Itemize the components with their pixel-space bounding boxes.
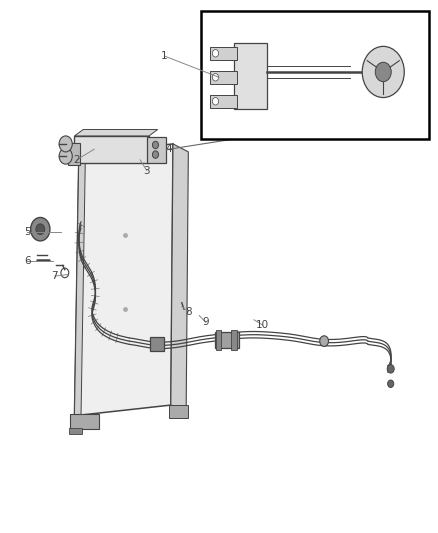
Bar [150,337,164,351]
Circle shape [388,380,394,387]
Circle shape [375,62,391,82]
Bar [69,428,82,434]
Circle shape [152,141,159,149]
Polygon shape [74,130,158,136]
Bar [68,143,80,165]
Circle shape [362,46,404,98]
Bar [169,405,188,418]
Circle shape [59,136,72,152]
Bar [210,47,237,60]
Text: 2: 2 [73,155,80,165]
Bar [201,11,429,139]
Circle shape [59,148,72,164]
Text: 7: 7 [51,271,58,281]
Circle shape [212,74,219,81]
Text: 1: 1 [161,51,168,61]
Bar [74,136,149,163]
Circle shape [320,336,328,346]
Polygon shape [74,155,85,416]
Circle shape [387,365,394,373]
Circle shape [36,224,45,235]
Text: 3: 3 [143,166,150,175]
Bar [215,332,239,348]
Bar [216,330,221,350]
Bar [231,330,237,350]
Text: 10: 10 [256,320,269,330]
Circle shape [212,50,219,57]
Bar [234,43,267,109]
Text: 6: 6 [24,256,31,266]
Text: 8: 8 [185,307,192,317]
Bar [210,71,237,84]
Circle shape [152,151,159,158]
Circle shape [212,98,219,105]
Text: 5: 5 [24,227,31,237]
Polygon shape [171,144,188,410]
Bar [70,414,99,429]
Text: 4: 4 [165,144,172,154]
Polygon shape [74,144,173,416]
Text: 9: 9 [202,318,209,327]
Circle shape [31,217,50,241]
Bar [210,95,237,108]
Bar [147,137,166,163]
